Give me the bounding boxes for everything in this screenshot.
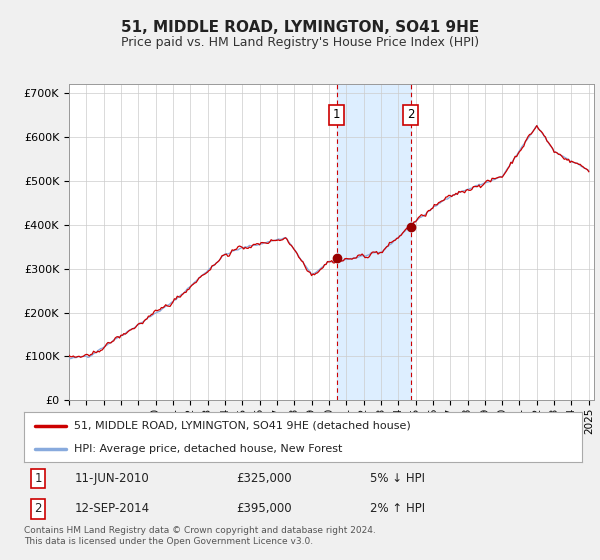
Text: £395,000: £395,000 xyxy=(236,502,292,515)
Text: 5% ↓ HPI: 5% ↓ HPI xyxy=(370,472,425,485)
Text: 51, MIDDLE ROAD, LYMINGTON, SO41 9HE: 51, MIDDLE ROAD, LYMINGTON, SO41 9HE xyxy=(121,20,479,35)
Text: 2% ↑ HPI: 2% ↑ HPI xyxy=(370,502,425,515)
Text: 2: 2 xyxy=(407,108,414,122)
Text: Contains HM Land Registry data © Crown copyright and database right 2024.
This d: Contains HM Land Registry data © Crown c… xyxy=(24,526,376,546)
Bar xyxy=(337,84,410,400)
Text: 11-JUN-2010: 11-JUN-2010 xyxy=(74,472,149,485)
Text: £325,000: £325,000 xyxy=(236,472,292,485)
Text: 2: 2 xyxy=(34,502,42,515)
Text: 1: 1 xyxy=(34,472,42,485)
Text: 12-SEP-2014: 12-SEP-2014 xyxy=(74,502,149,515)
Text: 1: 1 xyxy=(333,108,340,122)
Text: 51, MIDDLE ROAD, LYMINGTON, SO41 9HE (detached house): 51, MIDDLE ROAD, LYMINGTON, SO41 9HE (de… xyxy=(74,421,411,431)
Text: HPI: Average price, detached house, New Forest: HPI: Average price, detached house, New … xyxy=(74,444,343,454)
Text: Price paid vs. HM Land Registry's House Price Index (HPI): Price paid vs. HM Land Registry's House … xyxy=(121,36,479,49)
